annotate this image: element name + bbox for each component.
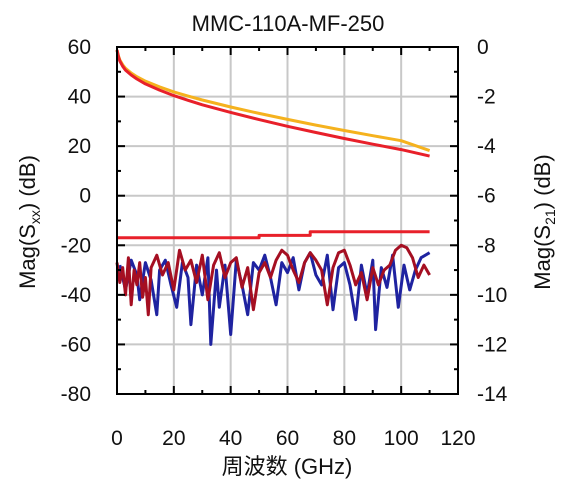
y-right-tick-label: 0 (477, 36, 489, 59)
chart-title: MMC-110A-MF-250 (192, 11, 385, 36)
y-left-tick-label: 20 (68, 135, 91, 158)
y-left-tick-label: 0 (79, 185, 91, 208)
x-tick-label: 100 (384, 427, 419, 450)
y-right-tick-label: -14 (477, 383, 508, 406)
y-left-tick-label: -20 (61, 234, 91, 257)
y-right-tick-label: -8 (477, 234, 496, 257)
series-s21-red-line (115, 49, 430, 158)
x-tick-label: 80 (333, 427, 356, 450)
y-right-tick-label: -6 (477, 185, 496, 208)
tick-marks (116, 46, 459, 395)
y-left-tick-labels: 60 40 20 0 -20 -40 -60 -80 (61, 36, 91, 406)
y-right-tick-labels: 0 -2 -4 -6 -8 -10 -12 -14 (477, 36, 508, 406)
y-left-tick-label: 40 (68, 86, 91, 109)
y-left-tick-label: -60 (61, 333, 91, 356)
y-left-tick-label: -40 (61, 284, 91, 307)
series-flat-red-line (117, 230, 430, 240)
x-axis-title: 周波数 (GHz) (222, 454, 353, 479)
series-layer (115, 49, 431, 346)
x-tick-label: 40 (219, 427, 242, 450)
x-tick-label: 0 (111, 427, 123, 450)
y-right-tick-label: -4 (477, 135, 496, 158)
series-s22-darkred-line (115, 243, 431, 317)
x-tick-label: 60 (276, 427, 299, 450)
x-tick-label: 120 (440, 427, 475, 450)
y-left-axis-title: Mag(Sxx) (dB) (15, 155, 43, 289)
y-right-tick-label: -12 (477, 333, 507, 356)
x-tick-label: 20 (162, 427, 185, 450)
y-left-tick-label: -80 (61, 383, 91, 406)
y-right-tick-label: -10 (477, 284, 507, 307)
x-tick-labels: 0 20 40 60 80 100 120 (111, 427, 475, 450)
y-left-tick-label: 60 (68, 36, 91, 59)
y-right-tick-label: -2 (477, 86, 496, 109)
y-right-axis-title: Mag(S21) (dB) (530, 154, 558, 289)
